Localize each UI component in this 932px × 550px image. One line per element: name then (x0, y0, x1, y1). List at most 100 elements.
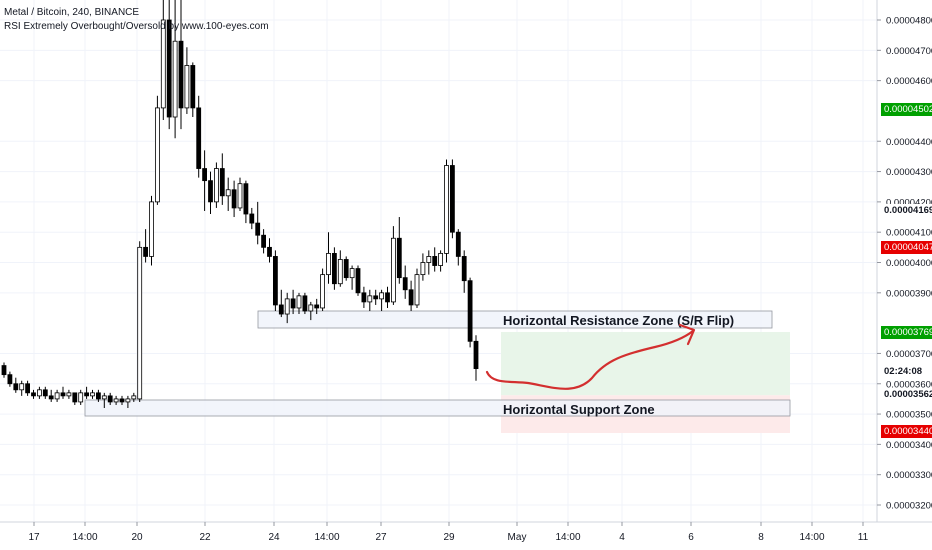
candle-body (37, 389, 42, 397)
candle-body (72, 392, 78, 403)
candle (66, 389, 72, 399)
price-tag: 0.00004169 (881, 204, 932, 218)
candle (208, 171, 213, 214)
candle (48, 389, 54, 402)
candle (19, 380, 25, 396)
candle-body (343, 259, 349, 279)
candle (473, 335, 479, 381)
candle-body (402, 277, 408, 291)
candle (314, 298, 320, 315)
candle (432, 247, 438, 272)
candle (320, 268, 326, 311)
candle-body (420, 262, 426, 276)
candle (25, 380, 31, 396)
candle-body (184, 65, 190, 109)
candle-body (231, 189, 237, 209)
candle (219, 153, 225, 205)
resistance-zone-label: Horizontal Resistance Zone (S/R Flip) (503, 313, 734, 328)
candle-body (461, 256, 467, 282)
candle (420, 253, 426, 281)
resistance-zone (257, 310, 773, 329)
candle-body (219, 168, 225, 197)
arrow-path (485, 329, 695, 390)
candle-body (432, 256, 438, 266)
candle (196, 95, 202, 178)
time-axis: 17 14:00 20 22 24 14:00 27 29 May 14:00 4 6 8 14:00 11 (0, 521, 932, 543)
candle-body (166, 19, 172, 118)
candle-body (308, 304, 314, 312)
candle (113, 395, 119, 405)
candlestick-series (1, 0, 479, 408)
candle-body (31, 392, 36, 397)
candle-body (255, 222, 261, 236)
candle (296, 292, 302, 315)
candle-body (455, 231, 461, 257)
candle (255, 201, 261, 245)
candle (361, 286, 367, 308)
candle (249, 207, 255, 230)
candle-body (107, 395, 113, 403)
target-zone (501, 332, 790, 396)
candle-body (326, 253, 331, 276)
candle (278, 289, 284, 318)
candle-body (272, 256, 278, 306)
candle-body (473, 340, 479, 369)
horizontal-zones: Horizontal Resistance Zone (S/R Flip) Hor… (84, 310, 791, 417)
price-tick-label: 0.00003500 (886, 410, 932, 421)
candle-body (19, 383, 25, 391)
time-tick-label: 11 (858, 532, 869, 543)
candle (449, 159, 455, 239)
candle-body (390, 237, 396, 303)
candle (13, 377, 19, 393)
candle-body (149, 201, 154, 257)
candle (331, 247, 337, 290)
candle (101, 392, 107, 408)
candle (96, 389, 101, 402)
price-tag: 02:24:08 (881, 364, 926, 378)
candle (444, 159, 449, 263)
candle (84, 386, 89, 399)
candle (408, 280, 414, 311)
price-tick-label: 0.00004200 (886, 197, 932, 208)
candle-body (113, 398, 119, 403)
candle (78, 389, 84, 405)
candle (326, 232, 331, 284)
candle (225, 177, 231, 211)
price-tick-label: 0.00004800 (886, 16, 932, 27)
candle-body (237, 183, 243, 209)
candle-body (78, 392, 84, 403)
price-tag: 0.00004502 (881, 103, 932, 117)
candle-body (101, 395, 107, 400)
candle-body (90, 392, 95, 397)
time-tick-label: 14:00 (72, 532, 97, 543)
candle (426, 250, 432, 275)
candle (160, 0, 166, 121)
time-tick-label: May (508, 532, 527, 543)
candle (284, 292, 290, 324)
candle-body (467, 280, 473, 342)
symbol-title: Metal / Bitcoin, 240, BINANCE (4, 7, 140, 18)
candle (385, 286, 390, 308)
candle-body (60, 392, 66, 397)
candle-body (444, 165, 449, 254)
time-tick-label: 6 (688, 532, 694, 543)
candle-body (449, 165, 455, 233)
candle (396, 217, 402, 284)
time-tick-label: 24 (268, 532, 280, 543)
candle-body (379, 292, 385, 300)
candle (54, 389, 60, 402)
price-tick-label: 0.00004600 (886, 76, 932, 87)
price-tick-label: 0.00003300 (886, 470, 932, 481)
candle-body (202, 168, 208, 182)
candle-body (196, 107, 202, 169)
candle (237, 177, 243, 211)
candle-body (261, 234, 267, 248)
candle (373, 289, 379, 305)
candle-body (249, 213, 255, 224)
candle-body (54, 392, 60, 400)
candle-body (178, 40, 184, 109)
candle (60, 386, 66, 399)
candle (90, 389, 95, 399)
candle-body (396, 237, 402, 279)
